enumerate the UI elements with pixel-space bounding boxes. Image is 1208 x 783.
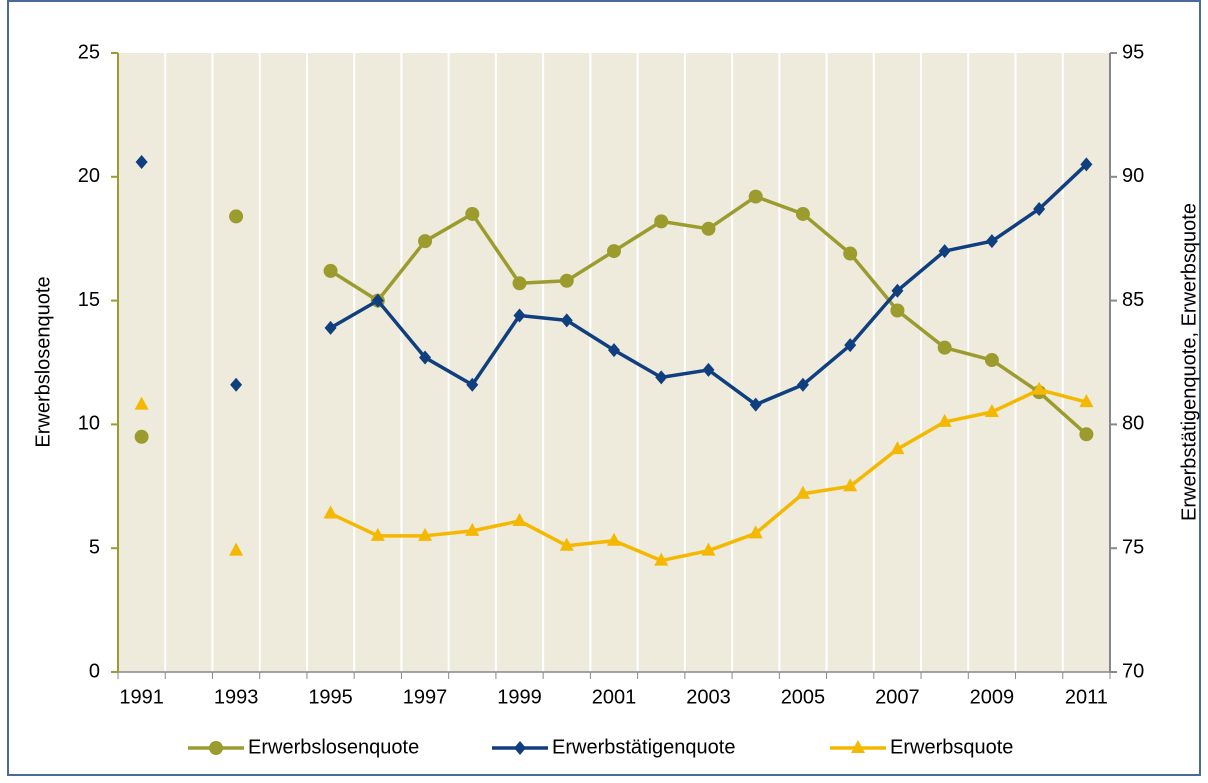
data-point <box>559 537 574 551</box>
legend-marker <box>514 741 526 755</box>
data-point <box>466 377 479 392</box>
data-point <box>134 396 149 410</box>
data-point <box>985 234 998 249</box>
y-tick-label: 0 <box>89 660 100 682</box>
x-tick-label: 2001 <box>592 686 637 708</box>
data-point <box>938 244 951 259</box>
data-point <box>608 343 620 358</box>
data-point <box>465 206 480 221</box>
data-point <box>419 350 432 365</box>
legend-marker <box>209 741 223 755</box>
y2-tick-label: 80 <box>1122 413 1144 435</box>
y-tick-label: 25 <box>78 41 100 63</box>
data-point <box>229 542 244 556</box>
data-point <box>559 273 574 288</box>
data-point <box>323 505 338 519</box>
data-point <box>134 429 149 444</box>
x-tick-label: 2005 <box>781 686 826 708</box>
data-point <box>937 340 952 355</box>
data-point <box>229 209 244 224</box>
data-point <box>843 246 858 261</box>
data-point <box>607 532 621 546</box>
y2-tick-label: 85 <box>1122 289 1144 311</box>
data-point <box>748 189 763 204</box>
x-tick-label: 2011 <box>1065 686 1108 708</box>
x-tick-label: 1999 <box>497 686 542 708</box>
legend-label: Erwerbsquote <box>890 736 1013 758</box>
data-point <box>795 485 810 499</box>
data-point <box>844 338 857 353</box>
data-point <box>984 404 999 418</box>
data-point <box>370 527 385 541</box>
data-point <box>748 525 763 539</box>
y2-tick-label: 95 <box>1122 41 1144 63</box>
data-point <box>796 377 809 392</box>
y-tick-label: 5 <box>89 536 100 558</box>
data-point <box>560 313 573 328</box>
legend-label: Erwerbslosenquote <box>248 736 419 758</box>
data-point <box>937 413 952 427</box>
plot-area <box>118 53 1110 672</box>
x-tick-label: 2009 <box>970 686 1015 708</box>
data-point <box>654 552 669 566</box>
data-point <box>795 206 810 221</box>
data-point <box>1033 201 1046 216</box>
y2-tick-label: 75 <box>1122 536 1144 558</box>
y-tick-label: 15 <box>78 289 100 311</box>
data-point <box>654 214 669 229</box>
data-point <box>607 244 621 259</box>
data-point <box>1032 381 1047 395</box>
data-point <box>890 303 905 318</box>
data-point <box>984 353 999 368</box>
data-point <box>843 478 858 492</box>
x-tick-label: 1997 <box>403 686 448 708</box>
data-point <box>418 234 433 249</box>
data-point <box>512 512 527 526</box>
data-point <box>891 283 904 298</box>
legend-label: Erwerbstätigenquote <box>552 736 735 758</box>
data-point <box>230 377 243 392</box>
data-point <box>749 397 762 412</box>
x-tick-label: 1995 <box>308 686 353 708</box>
data-point <box>701 221 716 236</box>
x-tick-label: 1993 <box>214 686 259 708</box>
data-point <box>1079 427 1094 442</box>
data-point <box>465 522 480 536</box>
data-point <box>655 370 668 385</box>
data-point <box>135 154 148 169</box>
data-point <box>324 320 337 335</box>
y2-tick-label: 90 <box>1122 165 1144 187</box>
y2-axis-label: Erwerbstätigenquote, Erwerbsquote <box>1178 203 1200 521</box>
data-point <box>701 542 716 556</box>
data-point <box>323 263 338 278</box>
y-tick-label: 20 <box>78 165 100 187</box>
data-point <box>1079 394 1094 408</box>
x-tick-label: 1991 <box>119 686 164 708</box>
data-point <box>702 362 715 377</box>
data-point <box>418 527 433 541</box>
data-point <box>371 293 384 308</box>
legend-marker <box>851 740 865 753</box>
x-tick-label: 2003 <box>686 686 731 708</box>
data-point <box>512 276 527 291</box>
y-tick-label: 10 <box>78 413 100 435</box>
data-point <box>1080 157 1093 172</box>
data-point <box>513 308 526 323</box>
data-point <box>890 441 905 455</box>
x-tick-label: 2007 <box>875 686 920 708</box>
y2-tick-label: 70 <box>1122 660 1144 682</box>
y-axis-label: Erwerbslosenquote <box>32 276 54 447</box>
